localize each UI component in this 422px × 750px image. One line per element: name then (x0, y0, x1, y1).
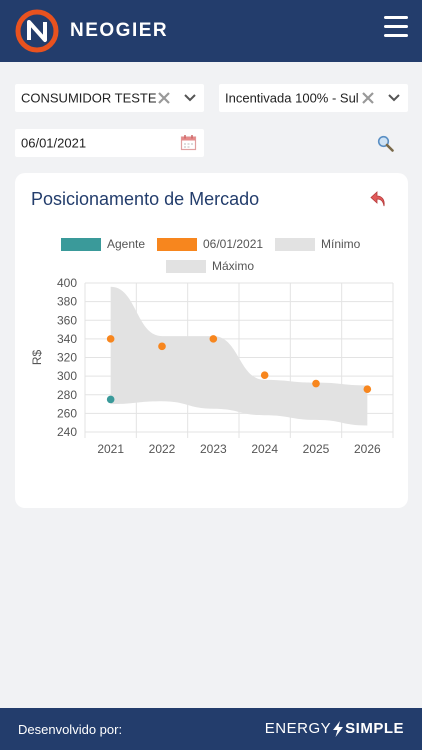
energy-type-select[interactable]: Incentivada 100% - Sul (219, 84, 408, 112)
x-tick-label: 2022 (149, 442, 176, 456)
x-tick-label: 2025 (303, 442, 330, 456)
energy-type-select-value: Incentivada 100% - Sul (225, 90, 359, 106)
brand-name: NEOGIER (70, 20, 169, 41)
developed-by-label: Desenvolvido por: (18, 722, 123, 737)
legend-swatch (275, 237, 315, 251)
legend-max-label: Máximo (212, 259, 255, 273)
lightning-bolt-icon (333, 720, 344, 737)
app-header: NEOGIER (0, 0, 422, 62)
data-point (363, 385, 372, 393)
card-title: Posicionamento de Mercado (31, 189, 260, 209)
market-position-chart: 240 260 280 300 320 340 360 380 400 2021 2022 2023 2… (30, 276, 394, 456)
data-point (209, 335, 218, 343)
legend-agent-label: Agente (107, 237, 146, 251)
data-point (158, 342, 166, 351)
hamburger-menu-icon[interactable] (384, 16, 408, 38)
data-point (260, 371, 269, 379)
energy-text: ENERGY (264, 720, 332, 737)
date-field[interactable]: 06/01/2021 (15, 129, 204, 157)
search-icon[interactable] (377, 135, 394, 152)
y-tick-label: 340 (57, 332, 77, 346)
y-tick-label: 380 (57, 295, 77, 309)
close-icon[interactable] (157, 91, 171, 105)
legend-swatch (157, 237, 197, 251)
y-tick-label: 300 (57, 369, 77, 383)
legend-date-label: 06/01/2021 (203, 237, 264, 251)
x-tick-label: 2026 (354, 442, 381, 456)
legend-swatch (166, 259, 206, 273)
y-tick-label: 240 (57, 425, 77, 439)
legend-agent[interactable]: Agente (61, 237, 145, 251)
chevron-down-icon[interactable] (183, 93, 197, 103)
neogier-logo-icon (15, 9, 59, 53)
legend-min[interactable]: Mínimo (275, 237, 360, 251)
y-tick-label: 280 (57, 388, 77, 402)
chevron-down-icon[interactable] (387, 93, 401, 103)
market-position-card: Posicionamento de Mercado Agente 06/01/2… (15, 173, 408, 508)
consumer-select-value: CONSUMIDOR TESTE (21, 90, 157, 106)
y-axis-label: R$ (30, 350, 44, 366)
min-max-band (110, 286, 368, 426)
app-footer: Desenvolvido por: ENERGY SIMPLE (0, 708, 422, 750)
y-tick-label: 320 (57, 351, 77, 365)
data-point (312, 379, 320, 388)
x-tick-label: 2024 (251, 442, 278, 456)
energy-simple-logo: ENERGY SIMPLE (265, 720, 404, 737)
consumer-select[interactable]: CONSUMIDOR TESTE (15, 84, 204, 112)
date-field-value: 06/01/2021 (21, 135, 87, 151)
y-tick-label: 260 (57, 406, 77, 420)
x-tick-label: 2023 (200, 442, 227, 456)
data-point (106, 395, 115, 404)
y-tick-label: 400 (57, 276, 77, 290)
calendar-icon[interactable] (180, 134, 197, 151)
x-tick-label: 2021 (97, 442, 124, 456)
data-point (106, 335, 115, 343)
legend-min-label: Mínimo (321, 237, 361, 251)
close-icon[interactable] (361, 91, 375, 105)
legend-swatch (61, 237, 101, 251)
legend-date[interactable]: 06/01/2021 (157, 237, 263, 251)
legend-max[interactable]: Máximo (166, 259, 254, 273)
y-tick-label: 360 (57, 313, 77, 327)
simple-text: SIMPLE (345, 720, 404, 737)
undo-icon[interactable] (370, 189, 390, 209)
